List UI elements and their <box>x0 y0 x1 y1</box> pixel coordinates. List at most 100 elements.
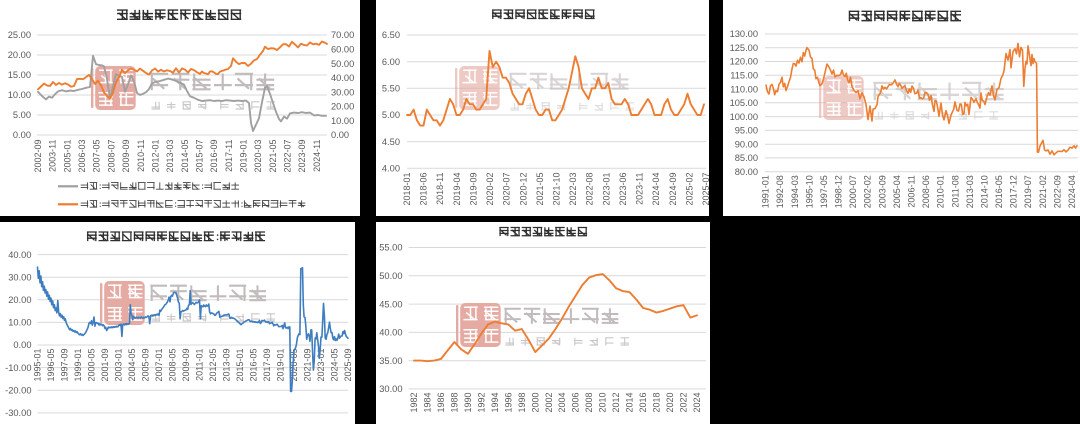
svg-text:30.00: 30.00 <box>379 384 402 394</box>
svg-text:5.00: 5.00 <box>382 110 400 120</box>
svg-text:20.00: 20.00 <box>331 102 354 112</box>
svg-text:10.00: 10.00 <box>8 90 31 100</box>
svg-text:2020-05: 2020-05 <box>289 349 299 382</box>
svg-text:120.00: 120.00 <box>730 57 758 67</box>
svg-text:1998: 1998 <box>517 393 527 413</box>
svg-text:2017-11: 2017-11 <box>224 140 234 172</box>
svg-text:2024-09: 2024-09 <box>668 173 678 206</box>
svg-text:2020: 2020 <box>665 393 675 413</box>
svg-text:2021-09: 2021-09 <box>303 349 313 382</box>
svg-text:130.00: 130.00 <box>730 29 758 39</box>
svg-text:2003-01: 2003-01 <box>114 349 124 382</box>
svg-text:1994-03: 1994-03 <box>790 175 800 208</box>
svg-text:1999-01: 1999-01 <box>73 349 83 382</box>
svg-text:2008-05: 2008-05 <box>168 349 178 382</box>
svg-text:45.00: 45.00 <box>379 299 402 309</box>
svg-text:2022-08: 2022-08 <box>585 173 595 206</box>
svg-text:2021-10: 2021-10 <box>552 173 562 206</box>
svg-text:70.00: 70.00 <box>331 30 354 40</box>
svg-text:2023-06: 2023-06 <box>618 173 628 206</box>
svg-text:4.50: 4.50 <box>382 137 400 147</box>
svg-text:2018: 2018 <box>652 393 662 413</box>
svg-text:2018-06: 2018-06 <box>419 173 429 206</box>
svg-text:1984: 1984 <box>423 393 433 413</box>
svg-text:2014-10: 2014-10 <box>980 175 990 208</box>
svg-text:2017-12: 2017-12 <box>1009 175 1019 208</box>
svg-text:2022-09: 2022-09 <box>1052 175 1062 208</box>
svg-text:55.00: 55.00 <box>379 243 402 253</box>
svg-text:1998-12: 1998-12 <box>834 175 844 208</box>
svg-text:-10.00: -10.00 <box>5 363 31 373</box>
svg-text:2008: 2008 <box>584 393 594 413</box>
svg-text:2019-01: 2019-01 <box>276 349 286 382</box>
svg-text:0.00: 0.00 <box>13 340 31 350</box>
svg-text:1990: 1990 <box>463 393 473 413</box>
svg-text:10.00: 10.00 <box>8 318 31 328</box>
svg-text:2019-04: 2019-04 <box>452 173 462 206</box>
svg-text:1992-08: 1992-08 <box>775 175 785 208</box>
svg-text:2016-09: 2016-09 <box>209 140 219 173</box>
svg-text:2000-07: 2000-07 <box>848 175 858 208</box>
svg-text:2010: 2010 <box>598 393 608 413</box>
svg-text:2012: 2012 <box>611 393 621 413</box>
svg-text:2019-01: 2019-01 <box>239 140 249 173</box>
svg-text:2013-03: 2013-03 <box>965 175 975 208</box>
svg-text:20.00: 20.00 <box>8 50 31 60</box>
svg-text:30.00: 30.00 <box>8 272 31 282</box>
svg-text:2003-09: 2003-09 <box>877 175 887 208</box>
svg-text:2009-09: 2009-09 <box>181 349 191 382</box>
svg-text:2002: 2002 <box>544 393 554 413</box>
svg-text:1996-05: 1996-05 <box>46 349 56 382</box>
svg-text:1995-10: 1995-10 <box>804 175 814 208</box>
svg-text:105.00: 105.00 <box>730 98 758 108</box>
svg-text:110.00: 110.00 <box>730 84 758 94</box>
svg-text:85.00: 85.00 <box>735 153 758 163</box>
svg-text:2024-04: 2024-04 <box>1067 175 1077 208</box>
svg-text:2020-03: 2020-03 <box>253 140 263 173</box>
svg-text:90.00: 90.00 <box>735 139 758 149</box>
svg-text:2013-03: 2013-03 <box>165 140 175 173</box>
svg-text:1994: 1994 <box>490 393 500 413</box>
svg-text:2002-09: 2002-09 <box>33 140 43 173</box>
svg-text:5.00: 5.00 <box>13 110 31 120</box>
svg-text:80.00: 80.00 <box>735 167 758 177</box>
svg-text:1995-01: 1995-01 <box>33 349 43 382</box>
svg-text:5.50: 5.50 <box>382 84 400 94</box>
svg-text:2017-09: 2017-09 <box>262 349 272 382</box>
svg-text:4.00: 4.00 <box>382 164 400 174</box>
svg-text:2016-05: 2016-05 <box>249 349 259 382</box>
svg-text:40.00: 40.00 <box>379 328 402 338</box>
svg-text:2019-09: 2019-09 <box>468 173 478 206</box>
svg-text:2021-02: 2021-02 <box>1038 175 1048 208</box>
svg-text:2012-01: 2012-01 <box>150 140 160 173</box>
svg-text:2018-01: 2018-01 <box>402 173 412 206</box>
svg-text:1996: 1996 <box>503 393 513 413</box>
svg-text:2000-05: 2000-05 <box>87 349 97 382</box>
svg-text:1982: 1982 <box>409 393 419 413</box>
svg-text:125.00: 125.00 <box>730 43 758 53</box>
svg-text:2007-01: 2007-01 <box>154 349 164 382</box>
svg-text:1991-01: 1991-01 <box>761 175 771 208</box>
svg-text:2006: 2006 <box>571 393 581 413</box>
svg-text:2016-05: 2016-05 <box>994 175 1004 208</box>
svg-text:10.00: 10.00 <box>331 116 354 126</box>
svg-text:115.00: 115.00 <box>730 71 758 81</box>
svg-text:2005-09: 2005-09 <box>141 349 151 382</box>
svg-text:2015-07: 2015-07 <box>195 140 205 173</box>
svg-text:60.00: 60.00 <box>331 45 354 55</box>
svg-text:2007-05: 2007-05 <box>92 140 102 173</box>
svg-text:2013-09: 2013-09 <box>222 349 232 382</box>
svg-text:95.00: 95.00 <box>735 126 758 136</box>
svg-text:2023-09: 2023-09 <box>297 140 307 173</box>
svg-text:2022: 2022 <box>679 393 689 413</box>
svg-text:2012-05: 2012-05 <box>208 349 218 382</box>
svg-text:2009-09: 2009-09 <box>121 140 131 173</box>
svg-text:2023-01: 2023-01 <box>601 173 611 206</box>
svg-text:-30.00: -30.00 <box>5 408 31 418</box>
svg-text:6.50: 6.50 <box>382 30 400 40</box>
svg-text:40.00: 40.00 <box>331 73 354 83</box>
svg-text:2014: 2014 <box>625 393 635 413</box>
svg-text:2011-01: 2011-01 <box>195 349 205 381</box>
svg-text:1997-05: 1997-05 <box>819 175 829 208</box>
svg-text:0.00: 0.00 <box>13 130 31 140</box>
